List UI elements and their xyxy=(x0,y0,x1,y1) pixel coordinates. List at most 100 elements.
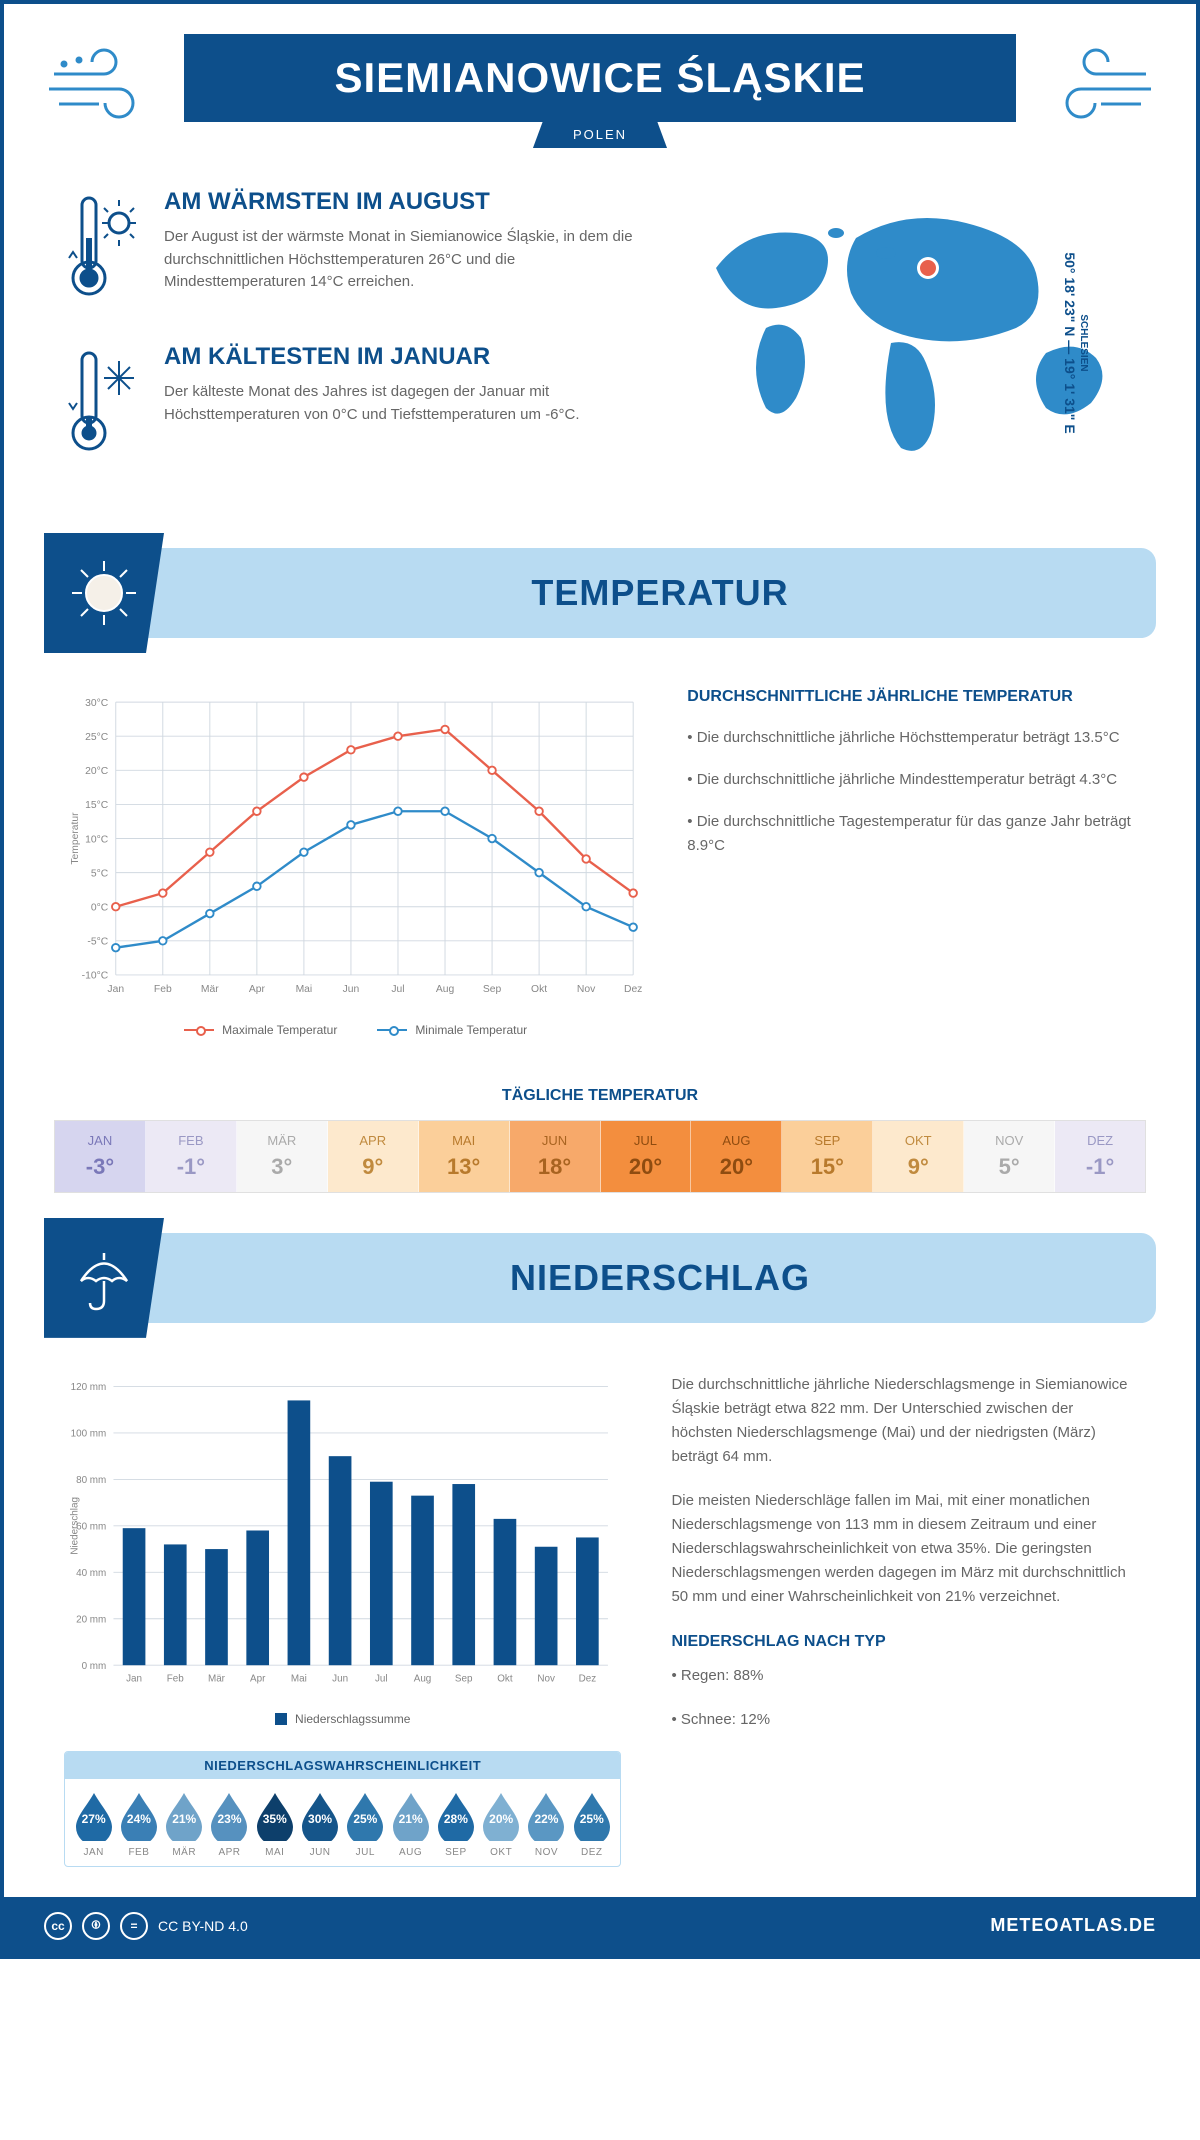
month-cell: AUG20° xyxy=(691,1121,782,1192)
header: SIEMIANOWICE ŚLĄSKIE POLEN xyxy=(4,4,1196,158)
cold-text: Der kälteste Monat des Jahres ist dagege… xyxy=(164,381,656,426)
svg-text:-5°C: -5°C xyxy=(87,937,108,948)
wind-icon-left xyxy=(44,34,164,139)
precip-probability-box: NIEDERSCHLAGSWAHRSCHEINLICHKEIT 27% JAN … xyxy=(64,1751,621,1867)
license-text: CC BY-ND 4.0 xyxy=(158,1918,248,1934)
svg-text:0°C: 0°C xyxy=(91,902,109,913)
temperature-chart: -10°C-5°C0°C5°C10°C15°C20°C25°C30°CJanFe… xyxy=(64,688,647,1037)
svg-text:40 mm: 40 mm xyxy=(76,1568,106,1579)
svg-text:Okt: Okt xyxy=(497,1673,513,1684)
warm-text: Der August ist der wärmste Monat in Siem… xyxy=(164,226,656,294)
month-cell: FEB-1° xyxy=(146,1121,237,1192)
month-cell: NOV5° xyxy=(964,1121,1055,1192)
prob-title: NIEDERSCHLAGSWAHRSCHEINLICHKEIT xyxy=(65,1752,620,1779)
sun-icon xyxy=(44,533,164,653)
temp-bullet-1: • Die durchschnittliche jährliche Höchst… xyxy=(687,726,1136,750)
prob-drop: 27% JAN xyxy=(73,1791,114,1858)
prob-drop: 25% JUL xyxy=(345,1791,386,1858)
nd-icon: = xyxy=(120,1912,148,1940)
intro-section: AM WÄRMSTEN IM AUGUST Der August ist der… xyxy=(4,158,1196,528)
month-cell: JUL20° xyxy=(601,1121,692,1192)
world-map: SCHLESIEN 50° 18' 23" N — 19° 1' 31" E xyxy=(696,188,1136,498)
thermometer-hot-icon xyxy=(64,188,144,313)
month-cell: DEZ-1° xyxy=(1055,1121,1145,1192)
svg-text:Sep: Sep xyxy=(455,1673,473,1684)
svg-text:10°C: 10°C xyxy=(85,834,109,845)
svg-text:Jun: Jun xyxy=(332,1673,348,1684)
prob-drop: 22% NOV xyxy=(526,1791,567,1858)
month-cell: OKT9° xyxy=(873,1121,964,1192)
month-cell: MÄR3° xyxy=(237,1121,328,1192)
cc-icon: cc xyxy=(44,1912,72,1940)
svg-text:Feb: Feb xyxy=(154,984,172,995)
wind-icon-right xyxy=(1036,34,1156,139)
svg-text:Mär: Mär xyxy=(208,1673,226,1684)
svg-text:0 mm: 0 mm xyxy=(82,1661,107,1672)
svg-text:Mai: Mai xyxy=(296,984,313,995)
svg-text:20°C: 20°C xyxy=(85,766,109,777)
precipitation-chart: 0 mm20 mm40 mm60 mm80 mm100 mm120 mmJanF… xyxy=(64,1373,621,1697)
svg-text:100 mm: 100 mm xyxy=(71,1428,107,1439)
temp-section-title: TEMPERATUR xyxy=(164,572,1156,614)
svg-text:Nov: Nov xyxy=(537,1673,555,1684)
umbrella-icon xyxy=(44,1218,164,1338)
svg-text:Apr: Apr xyxy=(249,984,266,995)
svg-text:Aug: Aug xyxy=(436,984,455,995)
temp-bullet-2: • Die durchschnittliche jährliche Mindes… xyxy=(687,768,1136,792)
svg-text:Okt: Okt xyxy=(531,984,547,995)
thermometer-cold-icon xyxy=(64,343,144,468)
svg-text:Jul: Jul xyxy=(375,1673,388,1684)
prob-drop: 24% FEB xyxy=(118,1791,159,1858)
daily-temp-title: TÄGLICHE TEMPERATUR xyxy=(4,1087,1196,1105)
legend-min: .legend-item:nth-child(2) .legend-line::… xyxy=(377,1023,527,1037)
svg-text:Aug: Aug xyxy=(414,1673,432,1684)
month-cell: JUN18° xyxy=(510,1121,601,1192)
svg-text:5°C: 5°C xyxy=(91,868,109,879)
coordinates: 50° 18' 23" N — 19° 1' 31" E xyxy=(1062,252,1078,433)
page-title: SIEMIANOWICE ŚLĄSKIE xyxy=(184,34,1016,122)
prob-drop: 30% JUN xyxy=(299,1791,340,1858)
svg-text:15°C: 15°C xyxy=(85,800,109,811)
footer: cc 🅯 = CC BY-ND 4.0 METEOATLAS.DE xyxy=(4,1897,1196,1955)
month-cell: JAN-3° xyxy=(55,1121,146,1192)
daily-temp-strip: JAN-3°FEB-1°MÄR3°APR9°MAI13°JUN18°JUL20°… xyxy=(54,1120,1146,1193)
svg-text:20 mm: 20 mm xyxy=(76,1614,106,1625)
svg-text:Sep: Sep xyxy=(483,984,502,995)
cold-title: AM KÄLTESTEN IM JANUAR xyxy=(164,343,656,371)
precip-section-title: NIEDERSCHLAG xyxy=(164,1257,1156,1299)
month-cell: SEP15° xyxy=(782,1121,873,1192)
svg-text:Temperatur: Temperatur xyxy=(70,812,81,865)
svg-text:Dez: Dez xyxy=(624,984,642,995)
warm-title: AM WÄRMSTEN IM AUGUST xyxy=(164,188,656,216)
svg-text:80 mm: 80 mm xyxy=(76,1475,106,1486)
section-header-precip: NIEDERSCHLAG xyxy=(44,1233,1156,1323)
month-cell: APR9° xyxy=(328,1121,419,1192)
by-icon: 🅯 xyxy=(82,1912,110,1940)
temp-bullet-3: • Die durchschnittliche Tagestemperatur … xyxy=(687,810,1136,858)
svg-text:Mär: Mär xyxy=(201,984,219,995)
prob-drop: 23% APR xyxy=(209,1791,250,1858)
svg-text:25°C: 25°C xyxy=(85,732,109,743)
legend-precip: Niederschlagssumme xyxy=(275,1712,410,1726)
page-subtitle: POLEN xyxy=(533,121,667,148)
svg-text:60 mm: 60 mm xyxy=(76,1521,106,1532)
precip-text-2: Die meisten Niederschläge fallen im Mai,… xyxy=(671,1489,1136,1609)
svg-text:30°C: 30°C xyxy=(85,698,109,709)
precip-type-2: • Schnee: 12% xyxy=(671,1708,1136,1732)
prob-drop: 21% MÄR xyxy=(164,1791,205,1858)
svg-text:Dez: Dez xyxy=(579,1673,597,1684)
month-cell: MAI13° xyxy=(419,1121,510,1192)
svg-text:Apr: Apr xyxy=(250,1673,266,1684)
prob-drop: 20% OKT xyxy=(481,1791,522,1858)
precip-type-title: NIEDERSCHLAG NACH TYP xyxy=(671,1629,1136,1655)
svg-text:Jun: Jun xyxy=(343,984,360,995)
region-label: SCHLESIEN xyxy=(1078,252,1089,433)
temp-info-title: DURCHSCHNITTLICHE JÄHRLICHE TEMPERATUR xyxy=(687,688,1136,706)
section-header-temp: TEMPERATUR xyxy=(44,548,1156,638)
precip-type-1: • Regen: 88% xyxy=(671,1664,1136,1688)
svg-text:Nov: Nov xyxy=(577,984,596,995)
svg-text:Feb: Feb xyxy=(167,1673,185,1684)
prob-drop: 21% AUG xyxy=(390,1791,431,1858)
prob-drop: 28% SEP xyxy=(435,1791,476,1858)
svg-text:-10°C: -10°C xyxy=(82,971,109,982)
